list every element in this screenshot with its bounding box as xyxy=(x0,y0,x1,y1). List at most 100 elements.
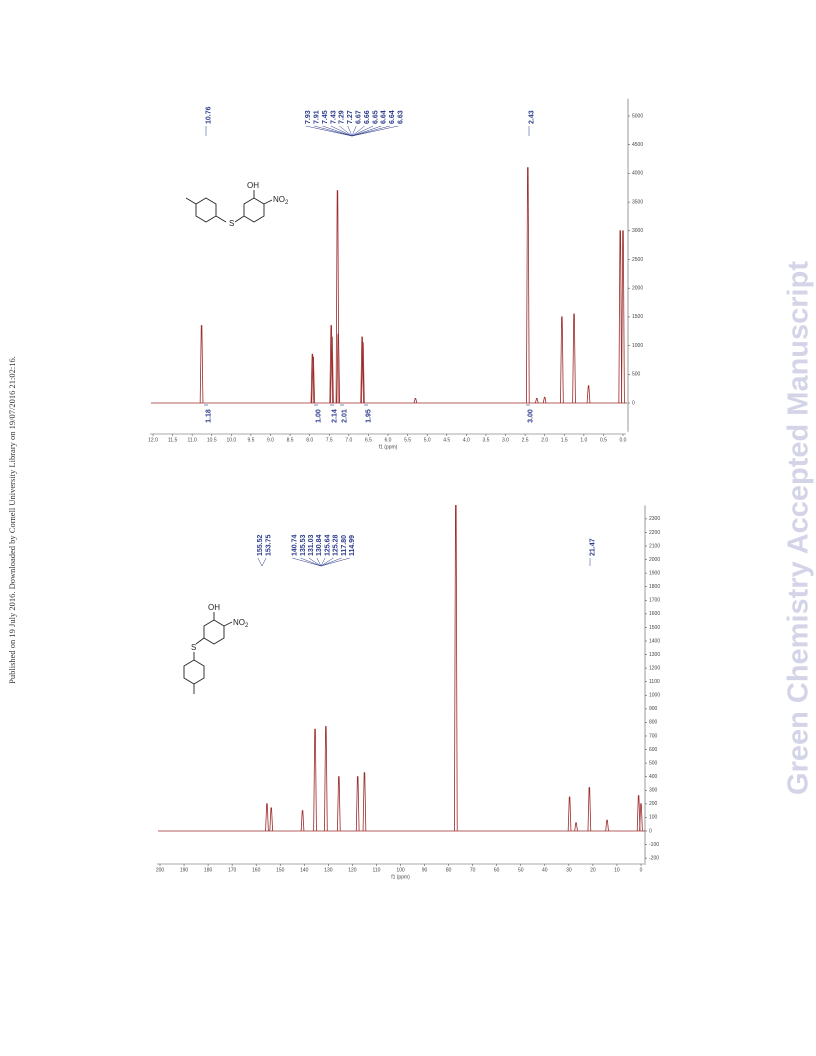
x-tick-label: 5.0 xyxy=(424,437,431,443)
peak xyxy=(639,803,643,831)
peak xyxy=(605,819,609,832)
x-tick-label: 100 xyxy=(396,867,405,873)
label-leader xyxy=(320,557,350,567)
x-tick-label: 8.5 xyxy=(287,437,294,443)
x-tick-label: 0 xyxy=(640,867,643,873)
y-tick-label: 3500 xyxy=(632,199,643,205)
y-tick-label: 2000 xyxy=(649,557,660,563)
atom-label: OH xyxy=(208,603,220,612)
x-tick-label: 0.0 xyxy=(620,437,627,443)
x-tick-label: 180 xyxy=(204,867,213,873)
x-tick-label: 120 xyxy=(348,867,357,873)
peak xyxy=(310,353,315,404)
spectrum xyxy=(151,167,627,404)
structure: OH NO2 S xyxy=(183,603,249,694)
peak xyxy=(330,336,334,404)
peak xyxy=(618,230,623,404)
y-tick-label: 900 xyxy=(649,706,658,712)
spectrum xyxy=(158,505,645,832)
y-tick-label: 1700 xyxy=(649,598,660,604)
atom-label: NO2 xyxy=(233,618,249,628)
peak-label: 6.63 xyxy=(398,110,405,124)
x-tick-label: 7.0 xyxy=(345,437,352,443)
integral-label: 3.00 xyxy=(527,409,534,423)
x-tick-label: 7.5 xyxy=(326,437,333,443)
peak xyxy=(560,316,564,404)
x-tick-label: 40 xyxy=(542,867,548,873)
atom-label: NO2 xyxy=(273,195,289,205)
peak-label: 117.80 xyxy=(341,535,348,556)
peak xyxy=(311,356,315,404)
label-leader xyxy=(305,125,353,137)
watermark: Green Chemistry Accepted Manuscript xyxy=(783,261,815,795)
peak xyxy=(413,398,418,404)
x-tick-label: 6.0 xyxy=(385,437,392,443)
peak xyxy=(313,728,317,831)
y-tick-label: -100 xyxy=(649,842,659,848)
x-tick-label: 3.5 xyxy=(482,437,489,443)
x-tick-label: 200 xyxy=(156,867,165,873)
label-leader xyxy=(320,557,334,567)
x-tick-label: 70 xyxy=(470,867,476,873)
peak-label: 7.93 xyxy=(305,110,312,124)
y-tick-label: 1000 xyxy=(649,693,660,699)
peak xyxy=(586,385,591,404)
x-tick-label: 150 xyxy=(276,867,285,873)
label-leader xyxy=(351,125,390,137)
x-tick-label: 0.5 xyxy=(600,437,607,443)
x-tick-label: 4.0 xyxy=(463,437,470,443)
y-tick-label: 1500 xyxy=(649,625,660,631)
label-leader xyxy=(292,557,322,567)
x-tick-label: 110 xyxy=(372,867,380,873)
peak-label: 153.75 xyxy=(265,534,272,556)
y-tick-label: 500 xyxy=(632,372,641,378)
side-note: Published on 19 July 2016. Downloaded by… xyxy=(7,356,17,684)
y-tick-label: -200 xyxy=(649,855,659,861)
peak-label: 21.47 xyxy=(589,538,596,556)
integral-label: 2.01 xyxy=(341,409,348,423)
y-tick-label: 1800 xyxy=(649,584,660,590)
peak xyxy=(361,342,365,404)
peak xyxy=(567,796,572,831)
peak-label: 135.53 xyxy=(300,534,307,556)
peak-label: 155.52 xyxy=(257,534,264,556)
peak xyxy=(542,396,547,404)
peak xyxy=(360,336,364,404)
integral-label: 1.95 xyxy=(365,409,372,423)
peak xyxy=(587,787,592,831)
integral-label: 1.18 xyxy=(205,409,212,423)
y-tick-label: 1400 xyxy=(649,638,660,644)
integral-label: 2.14 xyxy=(331,409,338,423)
structure: S OH NO2 xyxy=(185,181,289,228)
x-tick-label: 10.5 xyxy=(207,437,217,443)
label-leader xyxy=(351,125,399,137)
peak-label: 6.64 xyxy=(389,110,396,124)
y-tick-label: 2200 xyxy=(649,530,660,536)
x-tick-label: 10.0 xyxy=(226,437,236,443)
peak-label: 7.91 xyxy=(314,110,321,124)
x-tick-label: 140 xyxy=(300,867,309,873)
y-tick-label: 500 xyxy=(649,760,658,766)
x-tick-label: 80 xyxy=(446,867,452,873)
x-tick-label: 8.0 xyxy=(306,437,313,443)
y-tick-label: 3000 xyxy=(632,228,643,234)
y-tick-label: 300 xyxy=(649,788,658,794)
peak-label: 6.66 xyxy=(364,110,371,124)
y-tick-label: 0 xyxy=(632,400,635,406)
x-tick-label: 12.0 xyxy=(148,437,158,443)
y-tick-label: 200 xyxy=(649,801,658,807)
y-tick-label: 2500 xyxy=(632,257,643,263)
x-tick-label: 160 xyxy=(252,867,261,873)
label-leader xyxy=(316,557,322,567)
y-tick-label: 1100 xyxy=(649,679,660,685)
y-tick-label: 1900 xyxy=(649,570,660,576)
peak-label: 125.64 xyxy=(324,534,331,556)
y-tick-label: 600 xyxy=(649,747,658,753)
label-leader xyxy=(257,557,263,567)
x-tick-label: 11.0 xyxy=(187,437,197,443)
y-tick-label: 5000 xyxy=(632,113,643,119)
y-tick-label: 700 xyxy=(649,733,658,739)
y-tick-label: 2100 xyxy=(649,543,660,549)
peak xyxy=(300,810,305,831)
label-leader xyxy=(308,557,322,567)
